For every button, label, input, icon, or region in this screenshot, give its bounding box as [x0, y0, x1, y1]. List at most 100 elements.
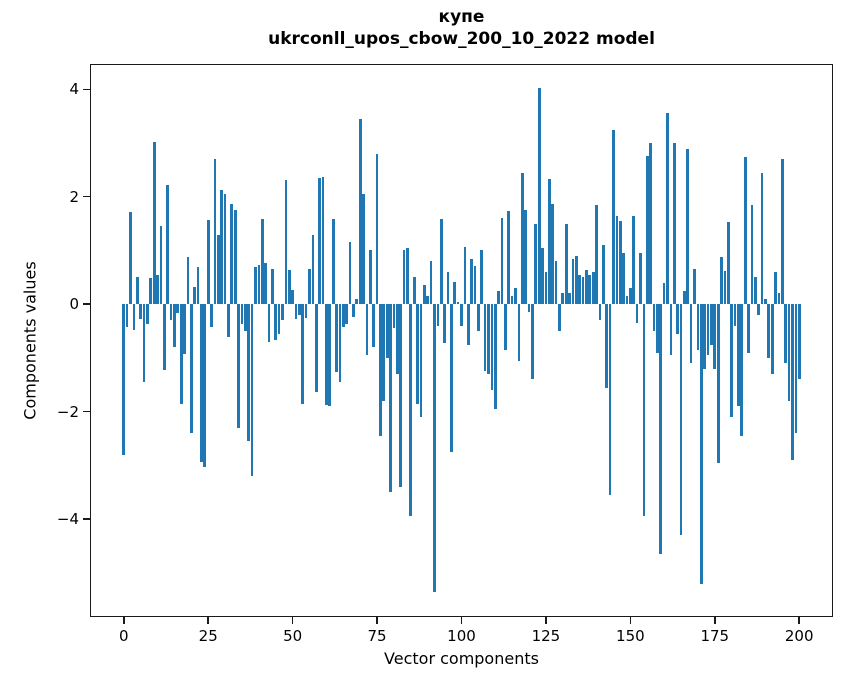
bar	[321, 176, 325, 305]
bar	[595, 204, 598, 305]
bar	[122, 304, 126, 455]
bar	[203, 304, 207, 467]
x-tick	[207, 617, 209, 624]
bar	[706, 304, 710, 356]
bar	[146, 304, 149, 324]
bar	[318, 177, 321, 305]
bar	[564, 223, 568, 305]
bar	[598, 304, 602, 321]
bar	[341, 304, 345, 327]
bar	[450, 304, 453, 452]
x-tick	[460, 617, 463, 624]
x-tick	[291, 617, 294, 624]
bar	[740, 304, 744, 436]
bar	[426, 296, 430, 305]
bar	[585, 270, 588, 305]
bar	[507, 210, 511, 305]
bar	[632, 215, 636, 305]
bar	[368, 250, 372, 305]
bar	[416, 304, 419, 404]
bar	[662, 282, 666, 305]
x-axis-label: Vector components	[384, 649, 539, 668]
bar	[699, 304, 703, 584]
bar	[372, 304, 376, 348]
bar	[453, 282, 457, 305]
bar	[196, 267, 200, 305]
bar	[308, 268, 311, 305]
bar	[622, 253, 625, 305]
bar	[642, 304, 646, 517]
bar	[784, 304, 788, 364]
bar	[645, 156, 649, 305]
x-tick	[629, 617, 632, 624]
x-tick-label: 200	[784, 627, 814, 645]
x-tick	[714, 617, 716, 624]
bar	[298, 304, 301, 315]
bar	[362, 194, 365, 305]
y-tick-label: −2	[56, 402, 79, 421]
bar	[419, 304, 423, 418]
y-tick	[83, 303, 90, 305]
bar	[625, 296, 629, 305]
bar	[271, 268, 274, 305]
bar	[423, 285, 426, 305]
bar	[132, 304, 136, 330]
bar	[365, 304, 369, 356]
bar	[551, 203, 555, 305]
bar	[406, 247, 409, 305]
bar	[591, 271, 595, 305]
y-tick-label: 4	[69, 80, 79, 99]
bar	[716, 304, 720, 463]
y-tick-label: 0	[69, 295, 79, 314]
bar	[355, 298, 359, 305]
bar	[135, 277, 139, 305]
bar	[409, 304, 413, 517]
bar	[760, 173, 764, 305]
bar	[125, 304, 129, 327]
bar	[753, 277, 757, 305]
y-tick	[83, 518, 90, 520]
bar	[483, 304, 487, 372]
bar	[558, 304, 561, 332]
x-tick-label: 175	[700, 627, 730, 645]
bar	[291, 289, 294, 305]
bar	[500, 218, 504, 305]
bar	[247, 304, 251, 442]
bar	[375, 153, 379, 305]
bar	[206, 220, 210, 305]
bar	[618, 220, 622, 305]
bar	[338, 304, 342, 383]
bar	[554, 261, 558, 305]
bar	[220, 190, 224, 305]
bar	[233, 210, 237, 305]
bar	[683, 290, 686, 305]
bar	[237, 304, 240, 428]
bar	[348, 241, 352, 305]
bar	[520, 172, 524, 305]
bar	[493, 304, 497, 409]
bar	[142, 304, 146, 383]
bar	[466, 304, 470, 345]
bar	[213, 158, 217, 305]
bar	[571, 258, 575, 305]
bar	[514, 288, 517, 305]
bar	[443, 304, 446, 344]
bar	[635, 304, 639, 324]
bar	[176, 304, 180, 314]
bar	[193, 287, 197, 305]
bar	[311, 235, 315, 305]
bar	[281, 304, 284, 320]
bar	[791, 304, 794, 461]
bar	[189, 304, 193, 434]
bar	[547, 179, 551, 305]
bar	[659, 304, 663, 555]
bar	[385, 304, 389, 358]
bar	[574, 255, 578, 305]
bar	[794, 304, 798, 434]
bar	[649, 143, 652, 305]
bar	[456, 301, 460, 305]
bar	[159, 226, 163, 305]
bar	[676, 304, 679, 334]
bar	[382, 304, 386, 401]
bar	[254, 266, 257, 305]
